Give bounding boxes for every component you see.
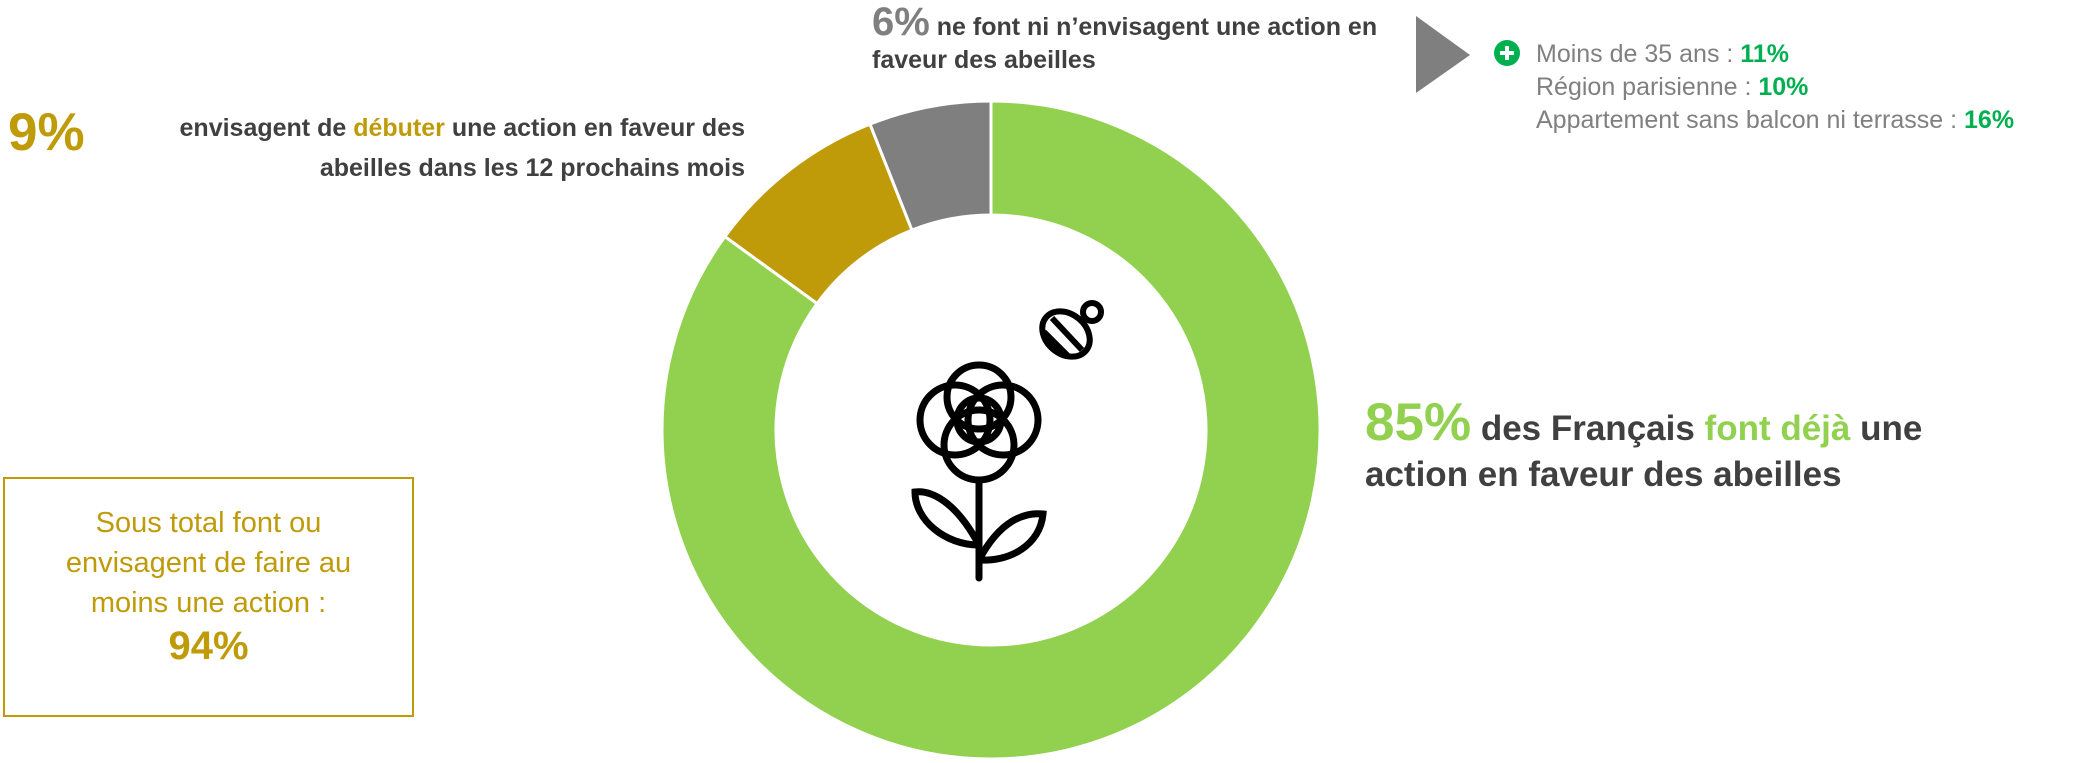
arrow [1416, 16, 1470, 93]
label-9: 9% envisagent de débuter une action en f… [8, 103, 745, 188]
donut-slice [722, 122, 914, 306]
breakdown-label: Région parisienne : [1536, 73, 1752, 101]
value-label: 6% [872, 0, 930, 44]
breakdown-row: Moins de 35 ans : 11% [1536, 38, 2014, 71]
value-label: 9% [8, 103, 85, 162]
breakdown-label: Moins de 35 ans : [1536, 40, 1734, 68]
label-85: 85% des Français font déjà une action en… [1365, 396, 1925, 498]
label-highlight: font déjà [1704, 409, 1851, 448]
subtotal-value: 94% [168, 624, 249, 668]
subtotal-text: Sous total font ou envisagent de faire a… [65, 507, 352, 619]
label-6: 6% ne font ni n’envisagent une action en… [872, 2, 1412, 77]
breakdown-value: 11% [1740, 40, 1789, 68]
breakdown-label: Appartement sans balcon ni terrasse : [1536, 106, 1958, 134]
breakdown-row: Appartement sans balcon ni terrasse : 16… [1536, 104, 2014, 137]
label-text: envisagent de [179, 114, 347, 142]
label-text: des Français [1480, 409, 1695, 448]
subtotal-box: Sous total font ou envisagent de faire a… [3, 477, 414, 717]
breakdown-value: 10% [1758, 73, 1809, 101]
plus-sign [1500, 46, 1514, 60]
label-text: une action en faveur des abeilles dans l… [319, 114, 745, 182]
label-text: une action en faveur des abeilles [1365, 409, 1923, 494]
label-highlight: débuter [353, 114, 445, 142]
breakdown-value: 16% [1964, 106, 2015, 134]
breakdown-row: Région parisienne : 10% [1536, 71, 2014, 104]
value-label: 85% [1365, 393, 1472, 452]
bee-icon [1039, 300, 1104, 360]
breakdown: Moins de 35 ans : 11% Région parisienne :… [1536, 38, 2014, 137]
flower-icon [911, 361, 1047, 582]
donut-slice [660, 99, 1322, 761]
label-text: ne font ni n’envisagent une action en fa… [872, 13, 1378, 74]
